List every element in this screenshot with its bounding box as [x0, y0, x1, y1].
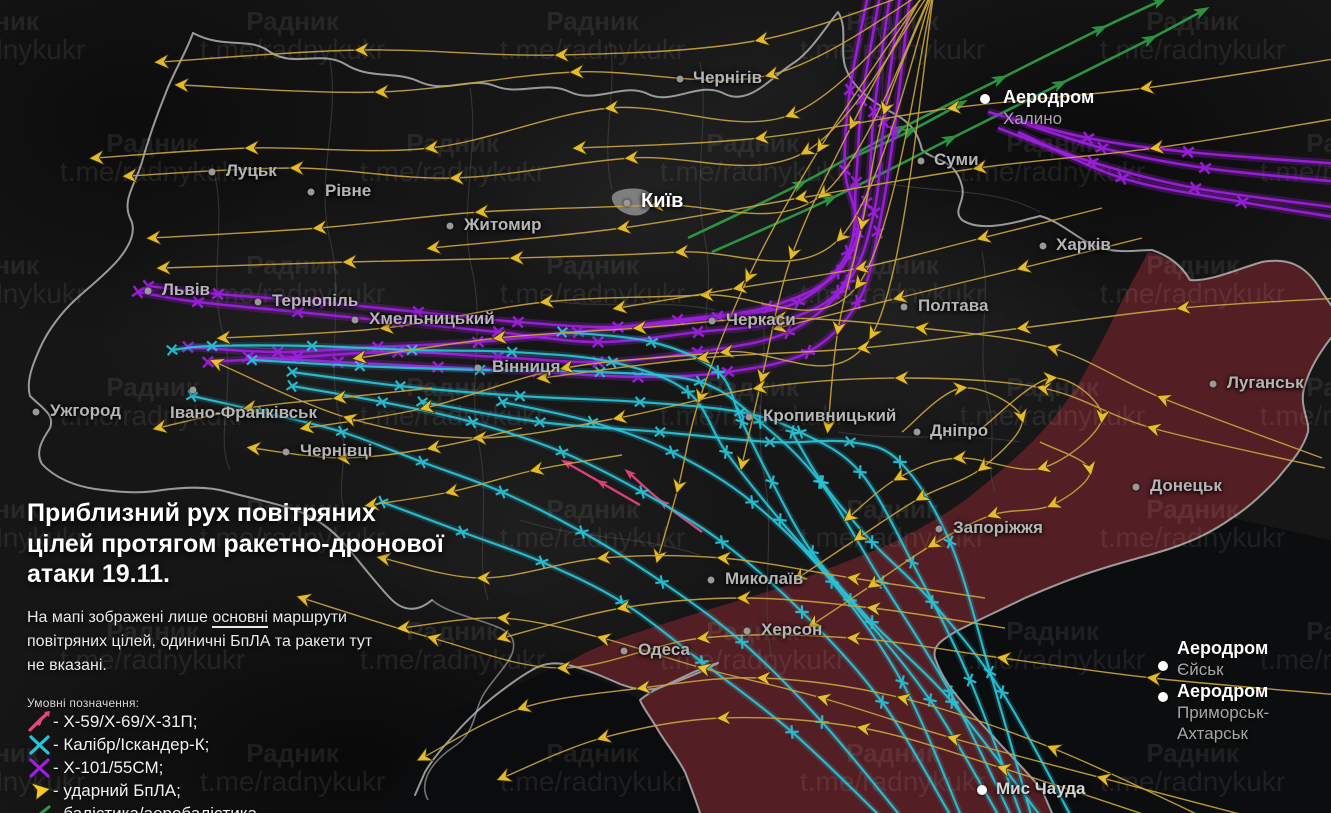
legend: Умовні позначення: - Х-59/Х-69/Х-31П; - К…: [27, 696, 257, 813]
drone-route: [402, 618, 1239, 813]
drone-route: [152, 0, 929, 238]
drone-route: [370, 454, 623, 505]
drone-routes: [95, 0, 1331, 813]
purple-missile-icon: [29, 757, 50, 778]
drone-route: [215, 362, 1326, 469]
legend-item: - Х-59/Х-69/Х-31П;: [27, 710, 257, 733]
cyan-missile-icon: [29, 734, 50, 755]
legend-item-label: - Х-101/55СМ;: [53, 757, 164, 777]
map-title-line2: цілей протягом ракетно-дронової: [27, 529, 444, 558]
drone-route: [158, 387, 433, 428]
legend-item-label: - Х-59/Х-69/Х-31П;: [53, 711, 198, 731]
drone-route: [252, 427, 523, 458]
legend-item: - Х-101/55СМ;: [27, 756, 257, 779]
x101-route-glow: [207, 0, 904, 367]
drone-route: [778, 237, 1143, 328]
drone-route: [812, 441, 1090, 625]
legend-item-label: - балістика/аеробалістика: [53, 803, 258, 813]
subtitle-text-after: маршрути: [267, 608, 347, 626]
map-title-line3: атаки 19.11.: [27, 560, 171, 588]
x101-route: [201, 0, 901, 369]
drone-route: [798, 388, 1022, 578]
drone-route: [180, 0, 913, 92]
subtitle-line2: повітряних цілей, одиничні БпЛА та ракет…: [27, 632, 373, 650]
ballistic-icon: [38, 805, 51, 813]
x101-route: [997, 126, 1331, 215]
map-subtitle: На мапі зображені лише основні маршрути …: [27, 606, 477, 678]
legend-items: - Х-59/Х-69/Х-31П; - Калібр/Іскандер-К; - …: [27, 710, 257, 813]
legend-item: - балістика/аеробалістика: [27, 802, 257, 813]
drone-route: [160, 0, 895, 62]
legend-item-label: - ударний БпЛА;: [53, 780, 181, 800]
kalibr-route: [785, 425, 1071, 813]
drone-route: [422, 678, 1196, 813]
legend-item-label: - Калібр/Іскандер-К;: [53, 734, 210, 754]
x101-route-glow: [137, 0, 872, 347]
drone-route: [162, 0, 931, 268]
map-info-block: Приблизний рух повітряних цілей протягом…: [27, 498, 477, 678]
ballistic-route: [711, 6, 1210, 254]
drone-route: [432, 118, 1331, 248]
ballistic-routes: [687, 0, 1210, 254]
pink-missile-icon: [28, 710, 50, 732]
subtitle-text: На мапі зображені лише: [27, 608, 213, 626]
drone-route: [382, 556, 986, 599]
legend-item: - ударний БпЛА;: [27, 779, 257, 802]
legend-item: - Калібр/Іскандер-К;: [27, 733, 257, 756]
drone-icon: [29, 781, 51, 801]
subtitle-line3: не вказані.: [27, 656, 107, 674]
drone-route: [95, 0, 922, 158]
legend-heading: Умовні позначення:: [27, 696, 140, 710]
drone-route: [578, 58, 1331, 148]
drone-route: [502, 598, 1006, 638]
x101-route: [131, 0, 869, 349]
subtitle-underlined: основні: [212, 608, 268, 628]
map-title-line1: Приблизний рух повітряних: [27, 499, 376, 527]
x101-route-glow: [996, 124, 1331, 211]
kalibr-route-glow: [789, 430, 1073, 813]
